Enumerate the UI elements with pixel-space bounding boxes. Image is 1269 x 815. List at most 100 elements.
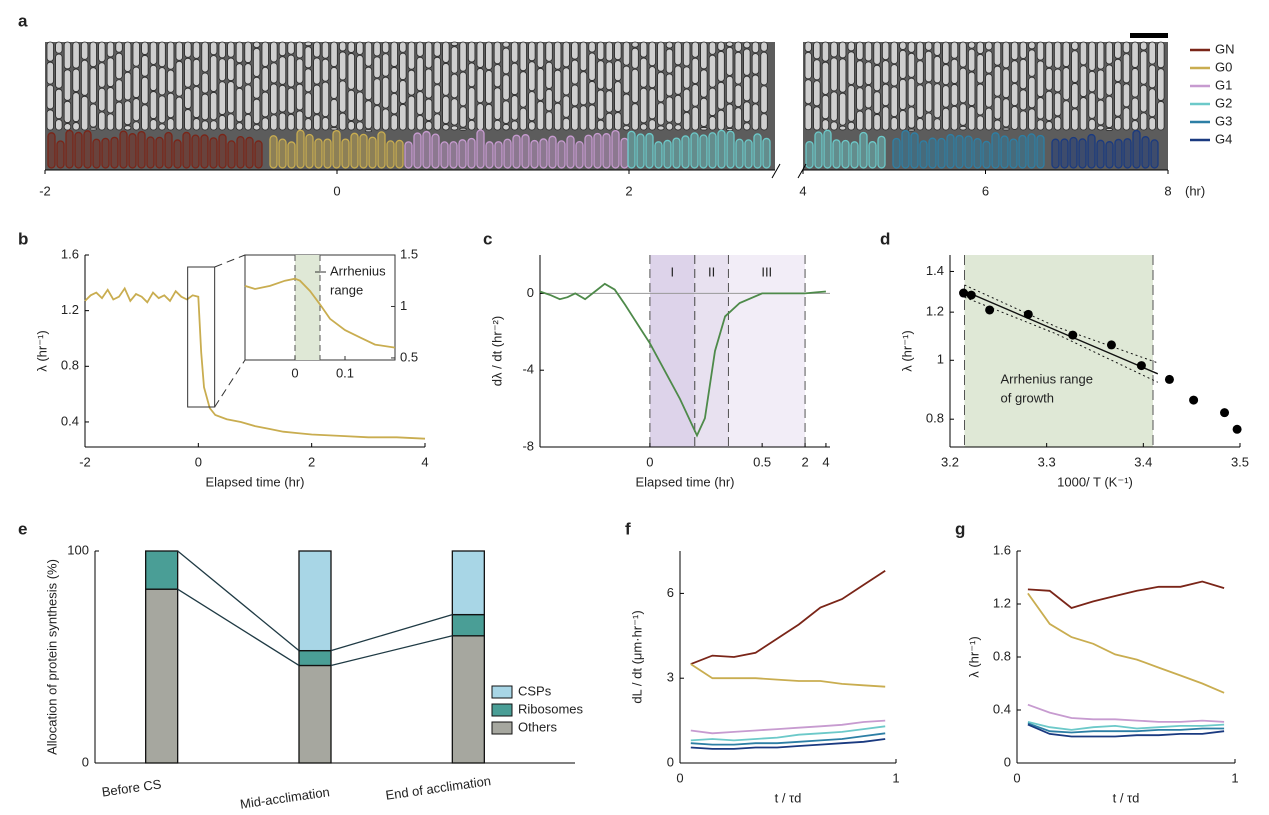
cell	[304, 41, 312, 47]
cell	[683, 41, 691, 67]
cell	[579, 71, 588, 106]
cell	[132, 121, 140, 131]
x-tick-label: 8	[1164, 183, 1171, 198]
cell	[494, 141, 503, 169]
y-tick-label: 0.8	[993, 648, 1011, 663]
cell	[1114, 116, 1122, 131]
cell	[377, 131, 386, 169]
cell	[89, 41, 97, 68]
cell	[101, 137, 110, 169]
data-line	[690, 570, 886, 665]
data-line	[1027, 721, 1225, 731]
cell	[115, 79, 123, 102]
cell	[937, 137, 946, 169]
cell	[519, 41, 527, 72]
cell	[47, 132, 56, 169]
regime-label: III	[761, 264, 772, 279]
cell	[1088, 118, 1096, 131]
cell	[399, 52, 407, 80]
cell	[356, 121, 364, 131]
cell	[1097, 125, 1105, 131]
cell	[416, 41, 424, 57]
cell	[959, 67, 967, 104]
cell	[566, 135, 575, 169]
cell	[631, 41, 639, 48]
cell	[218, 115, 226, 131]
cell	[708, 87, 717, 116]
cell	[416, 91, 424, 115]
cell	[1131, 97, 1139, 120]
cell	[864, 41, 873, 62]
cell	[510, 62, 519, 95]
cell	[373, 56, 381, 79]
cell	[571, 84, 579, 107]
cell	[304, 92, 312, 119]
cell	[648, 41, 656, 67]
panel-label: b	[18, 229, 28, 248]
cell	[907, 77, 916, 107]
cell	[313, 84, 321, 115]
cell	[821, 94, 830, 120]
cell	[950, 84, 959, 106]
x-axis-label: 1000/ T (K⁻¹)	[1057, 474, 1133, 489]
cell	[1009, 138, 1018, 169]
cell	[882, 106, 890, 131]
cell	[1097, 69, 1105, 100]
cell	[1079, 97, 1088, 131]
x-axis-label: t / τd	[775, 790, 802, 805]
y-tick-label: -8	[522, 438, 534, 453]
cell	[726, 75, 734, 104]
cell	[1079, 65, 1088, 97]
cell	[760, 41, 768, 52]
cell	[98, 87, 106, 112]
cell	[760, 51, 768, 86]
cell	[691, 41, 699, 58]
regime-label: II	[708, 264, 715, 279]
x-axis-label: Elapsed time (hr)	[636, 474, 735, 489]
cell	[458, 139, 467, 169]
y-tick-label: 1.6	[61, 246, 79, 261]
cell	[81, 41, 89, 60]
cell	[993, 96, 1002, 120]
data-line	[690, 719, 886, 735]
cell	[916, 118, 924, 131]
cell	[744, 139, 753, 169]
cell	[726, 128, 734, 132]
cell	[681, 135, 690, 169]
data-point	[1220, 408, 1230, 418]
cell	[467, 62, 476, 88]
cell	[252, 98, 261, 125]
cell	[1122, 41, 1131, 54]
cell	[442, 95, 450, 124]
cell	[132, 41, 140, 67]
cell	[330, 98, 338, 128]
cell	[74, 131, 83, 169]
cell	[985, 41, 993, 51]
cell	[554, 41, 562, 70]
cell	[433, 84, 441, 114]
cell	[1148, 41, 1156, 65]
cell	[1069, 136, 1078, 169]
cell	[597, 60, 605, 90]
cell	[252, 41, 261, 48]
zoom-box	[187, 266, 216, 408]
cell	[209, 137, 218, 169]
confidence-bound	[964, 284, 1158, 364]
x-tick-label: 0	[195, 454, 202, 469]
cell	[1051, 138, 1060, 169]
cell	[821, 119, 830, 131]
cell	[1036, 41, 1045, 61]
cell	[804, 104, 812, 131]
cell	[813, 80, 821, 107]
cell	[227, 140, 236, 169]
x-tick-label: 3.3	[1038, 454, 1056, 469]
cell	[278, 56, 287, 85]
cell	[244, 84, 252, 114]
cell	[856, 87, 864, 111]
cell	[270, 41, 278, 63]
cell	[933, 41, 941, 56]
cell	[158, 67, 166, 96]
cell	[640, 123, 648, 131]
cell	[124, 71, 132, 101]
cell	[1036, 119, 1045, 131]
